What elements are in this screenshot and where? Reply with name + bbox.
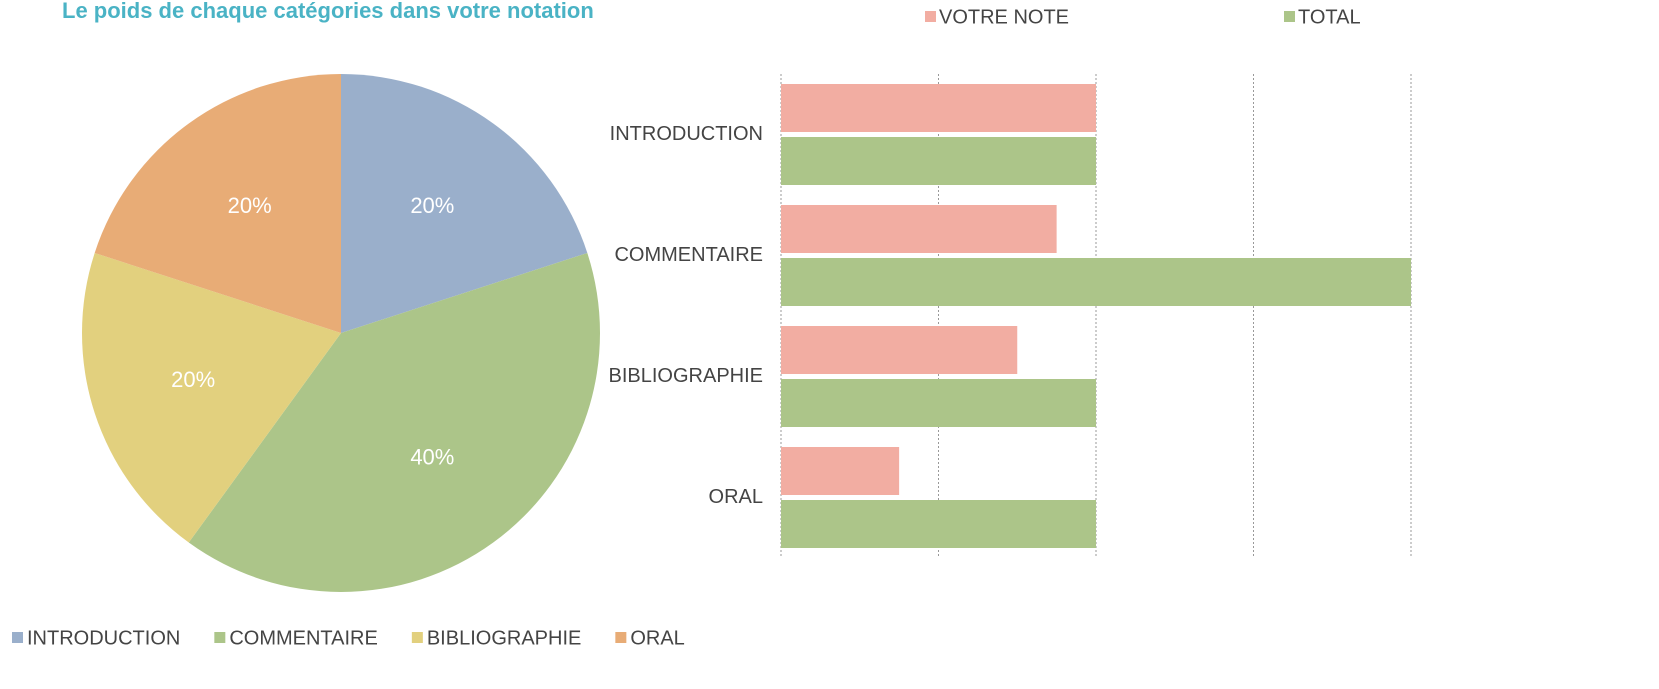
- pie-slice: [81, 252, 341, 543]
- legend-label: INTRODUCTION: [27, 627, 180, 649]
- bar: [781, 379, 1096, 427]
- legend-label: BIBLIOGRAPHIE: [427, 627, 582, 649]
- bar: [781, 447, 900, 495]
- y-tick-label: INTRODUCTION: [610, 123, 763, 145]
- data-label: 20%: [228, 193, 272, 218]
- legend-swatch: [615, 632, 627, 643]
- legend-swatch: [214, 632, 226, 643]
- data-label: 20%: [171, 367, 215, 392]
- data-label: 20%: [410, 193, 454, 218]
- legend-swatch: [12, 632, 23, 643]
- legend-label: COMMENTAIRE: [229, 627, 378, 649]
- legend-swatch: [925, 11, 936, 22]
- legend-swatch: [411, 632, 423, 643]
- bar: [781, 84, 1096, 132]
- pie-slice: [188, 252, 600, 593]
- legend-label: TOTAL: [1298, 6, 1361, 28]
- bar: [781, 258, 1411, 306]
- bar: [781, 205, 1057, 253]
- bar: [781, 137, 1096, 185]
- y-tick-label: BIBLIOGRAPHIE: [609, 365, 764, 387]
- legend-label: ORAL: [630, 627, 684, 649]
- legend-swatch: [1284, 11, 1295, 22]
- data-label: 40%: [410, 445, 454, 470]
- bar: [781, 500, 1096, 548]
- pie-slice: [94, 74, 341, 333]
- chart-title: Le poids de chaque catégories dans votre…: [62, 0, 594, 23]
- pie-slice: [341, 74, 588, 333]
- y-tick-label: ORAL: [709, 486, 763, 508]
- legend-label: VOTRE NOTE: [939, 6, 1069, 28]
- bar: [781, 326, 1018, 374]
- y-tick-label: COMMENTAIRE: [614, 244, 763, 266]
